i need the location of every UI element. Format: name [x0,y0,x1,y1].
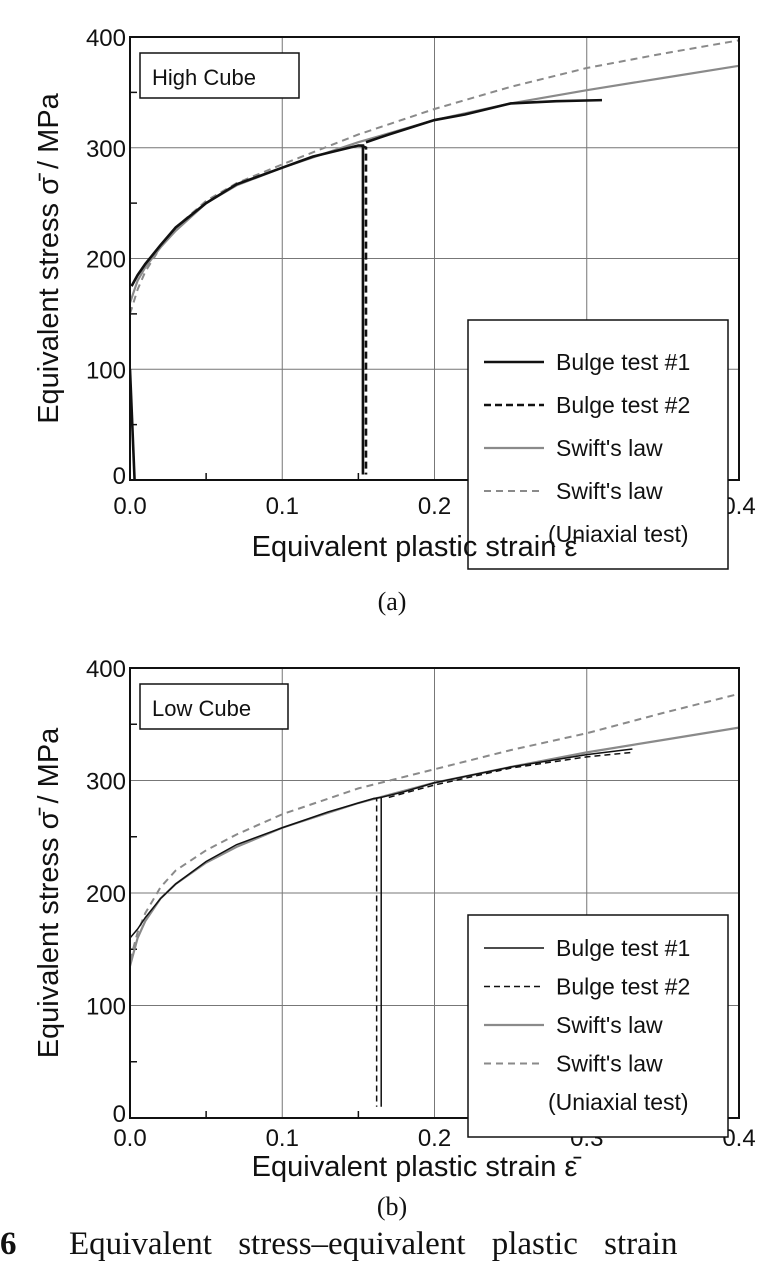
y-tick-label: 200 [86,881,126,908]
series-line-0 [381,748,633,799]
y-tick-label: 100 [86,357,126,384]
x-tick-label: 0.0 [113,1125,146,1152]
legend: Bulge test #1 Bulge test #2 Swift's law Swi… [467,319,729,570]
annotation-box [139,52,300,99]
legend-label: Bulge test #2 [556,392,690,418]
x-tick-label: 0.1 [266,1125,299,1152]
series-line-1 [388,751,633,799]
series-line-3 [130,692,739,961]
figure-caption: 6 Equivalent stress–equivalent plastic s… [0,1226,677,1262]
y-tick-label: 100 [86,994,126,1021]
series-line-1 [373,797,378,1107]
annotation-box [139,683,289,730]
y-tick-label: 0 [113,1101,126,1128]
legend-label: Bulge test #2 [556,974,690,1000]
series-line-0 [130,144,365,475]
caption-number: 6 [0,1226,17,1262]
annotation-text: Low Cube [152,696,251,721]
legend-label-line2: (Uniaxial test) [548,521,689,547]
x-axis-label: Equivalent plastic strain ε̄ [252,531,582,563]
series-line-2 [130,726,739,967]
y-tick-label: 300 [86,136,126,163]
legend-label: Bulge test #1 [556,349,690,375]
y-tick-label: 200 [86,247,126,274]
y-axis-label: Equivalent stress σ̄ / MPa [33,92,65,423]
panel-label: (a) [378,587,407,616]
y-tick-label: 0 [113,463,126,490]
panel-label: (b) [377,1192,407,1221]
legend-label: Bulge test #1 [556,935,690,961]
x-tick-label: 0.1 [266,493,299,520]
y-tick-label: 400 [86,656,126,683]
legend: Bulge test #1 Bulge test #2 Swift's law Swi… [467,914,729,1138]
y-tick-label: 300 [86,769,126,796]
series-line-0 [130,796,382,1107]
legend-label: Swift's law [556,1051,663,1077]
series-line-3 [130,39,739,315]
plot-frame [129,667,740,1119]
x-tick-label: 0.2 [418,493,451,520]
plot-frame [129,36,740,481]
legend-label: Swift's law [556,478,663,504]
x-tick-label: 0.2 [418,1125,451,1152]
legend-label: Swift's law [556,1012,663,1038]
series-line-0 [365,98,603,144]
y-tick-label: 400 [86,25,126,52]
caption-text: Equivalent stress–equivalent plastic str… [69,1226,678,1262]
x-tick-label: 0.0 [113,493,146,520]
x-axis-label: Equivalent plastic strain ε̄ [252,1151,582,1183]
legend-label: Swift's law [556,435,663,461]
y-axis-label: Equivalent stress σ̄ / MPa [33,727,65,1058]
annotation-text: High Cube [152,65,256,90]
legend-label-line2: (Uniaxial test) [548,1089,689,1115]
